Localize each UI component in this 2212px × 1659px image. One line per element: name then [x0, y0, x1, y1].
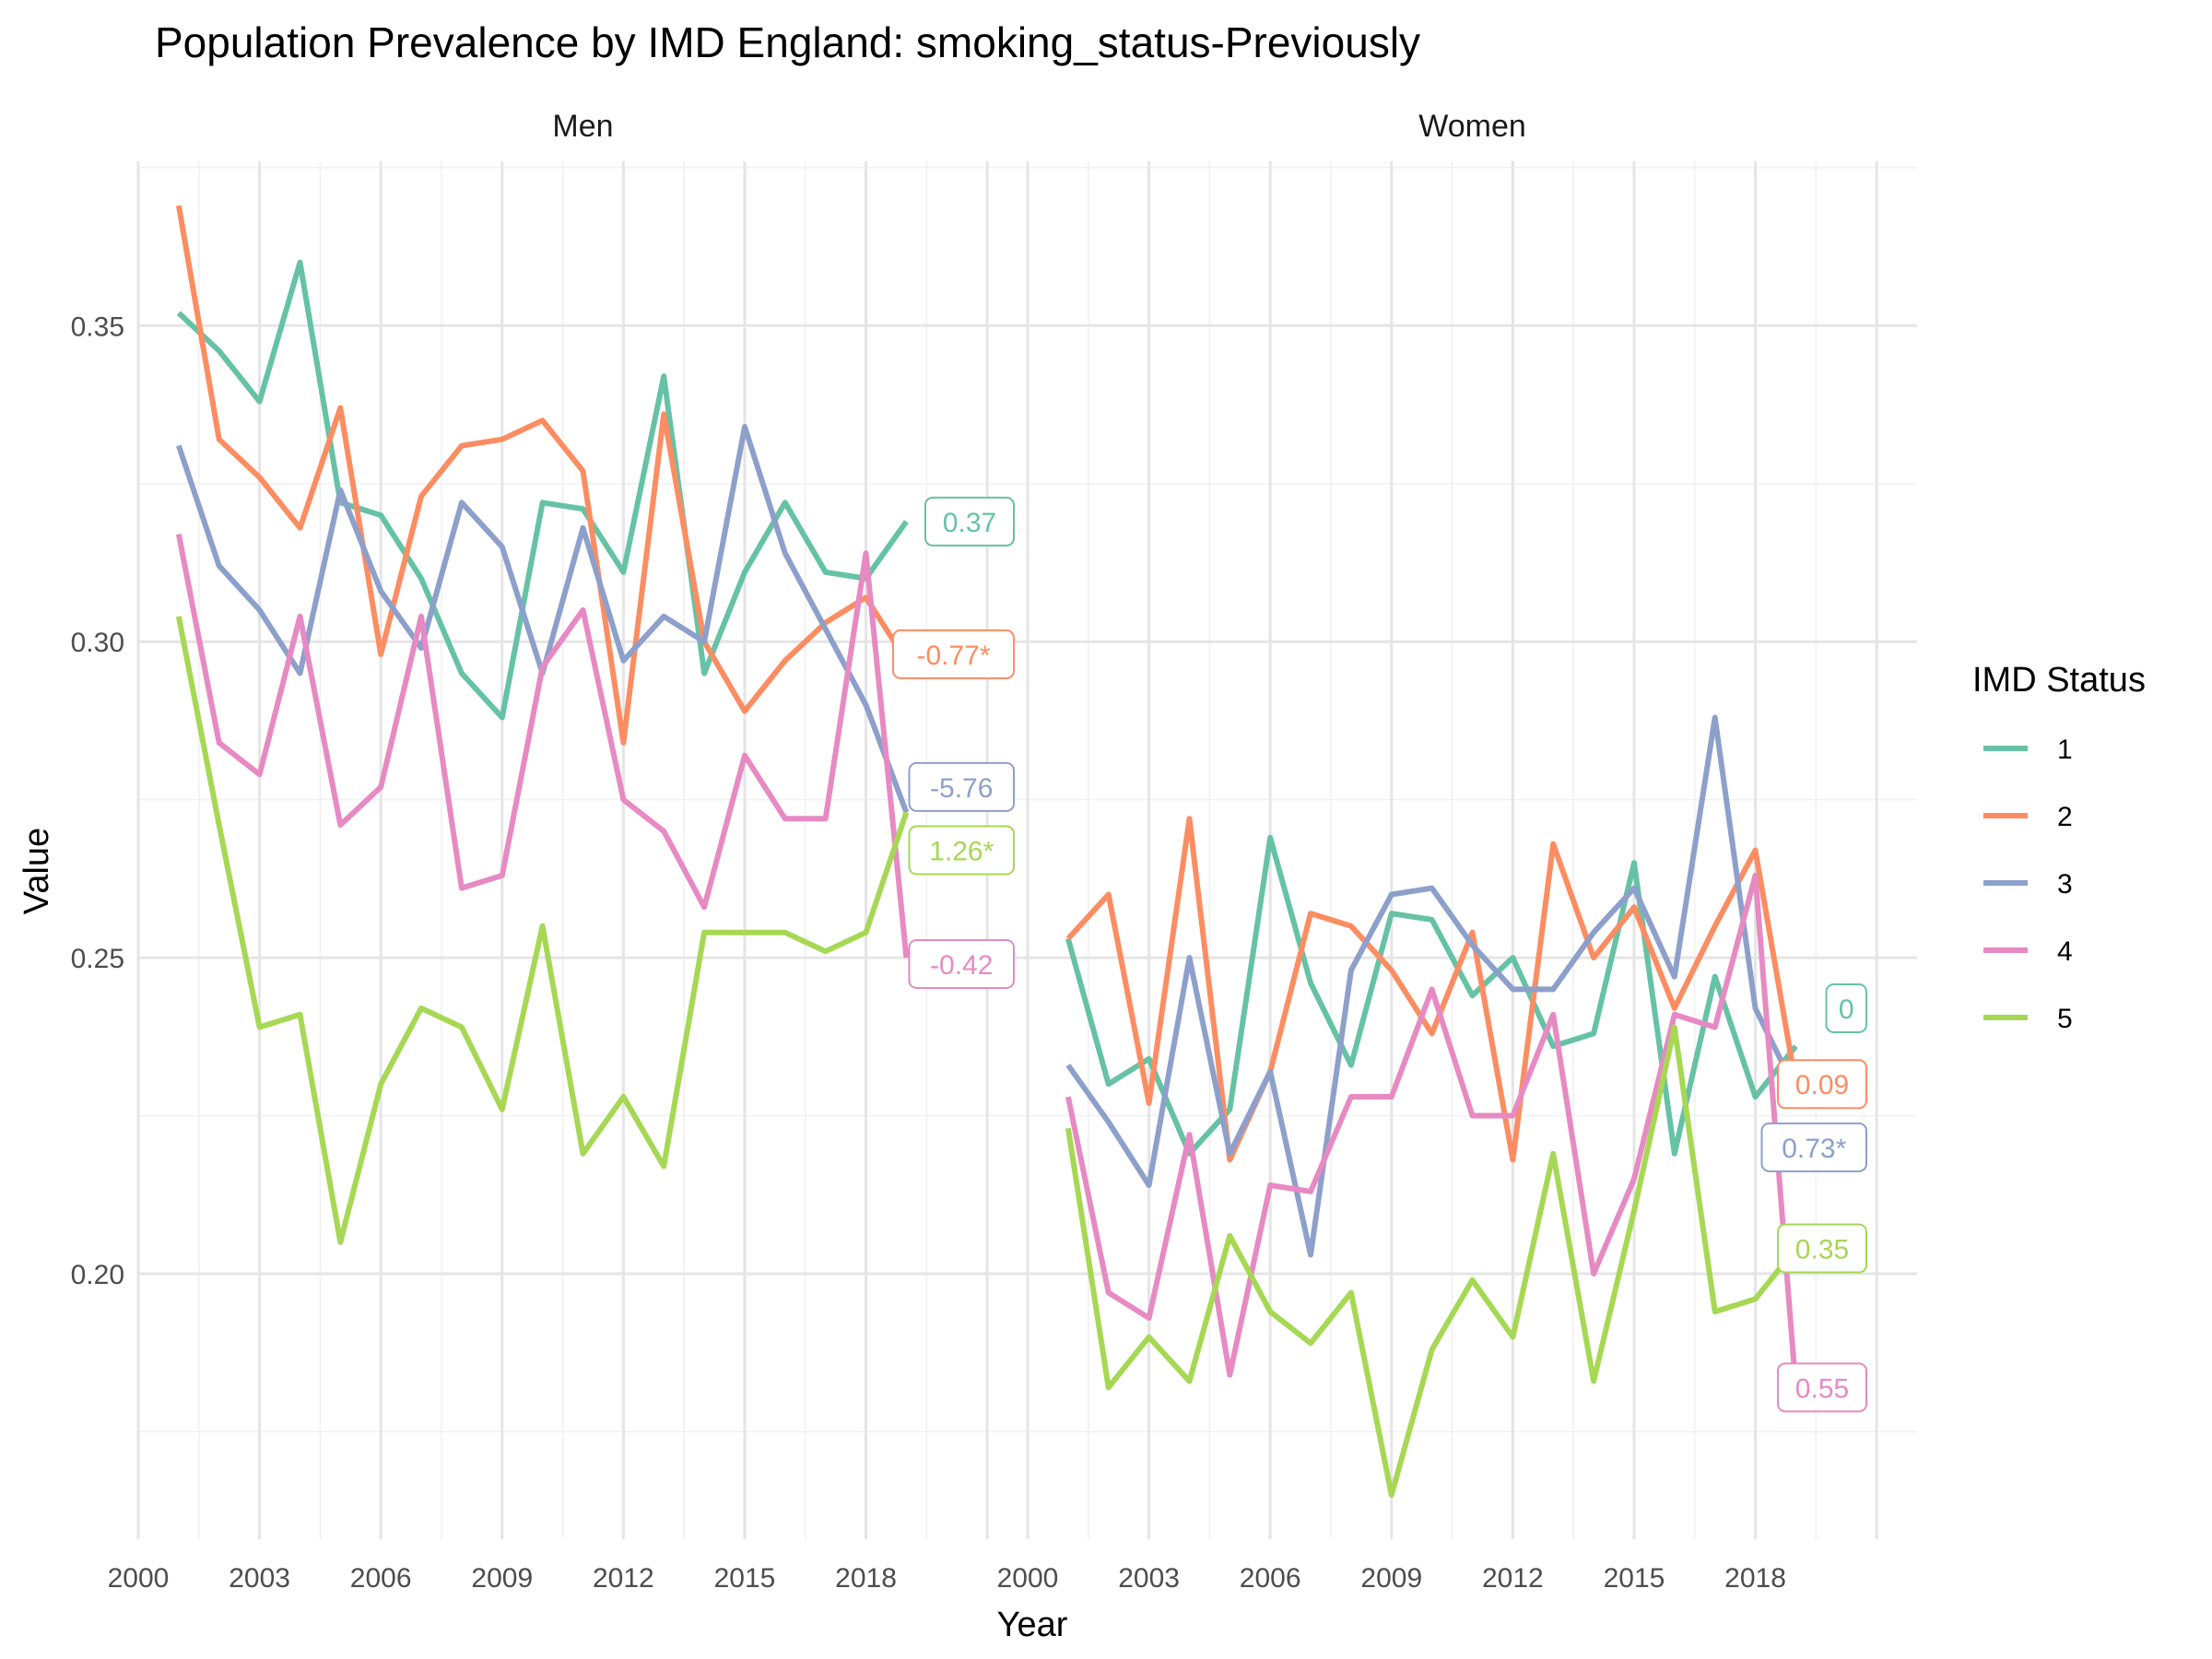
label-text: 1.26* — [929, 837, 994, 867]
x-tick-label: 2003 — [1118, 1563, 1180, 1594]
gridlines — [1026, 161, 1917, 1539]
series-line-imd-3 — [176, 424, 910, 814]
end-label-imd-5: 1.26* — [908, 825, 1015, 876]
end-label-imd-5: 0.35 — [1777, 1223, 1867, 1274]
end-label-imd-1: 0.37 — [924, 496, 1015, 547]
x-tick-label: 2000 — [997, 1563, 1059, 1594]
legend-label: 3 — [2057, 869, 2073, 900]
label-box — [908, 761, 1015, 812]
label-text: 0.37 — [943, 508, 996, 538]
panel-men: Men 2000 2003 2006 2009 2012 2015 2018 0.20 0.25 0… — [71, 109, 1028, 1594]
series-line-imd-2 — [1065, 816, 1799, 1163]
series-line-imd-5 — [175, 616, 910, 1245]
label-box — [1777, 1059, 1867, 1110]
label-text: 0.73* — [1782, 1134, 1846, 1164]
x-tick-label: 2015 — [1604, 1563, 1665, 1594]
label-box — [1777, 1362, 1867, 1413]
label-text: -0.77* — [916, 641, 990, 671]
y-tick-label: 0.20 — [71, 1260, 124, 1290]
x-tick-label: 2012 — [593, 1563, 654, 1594]
y-tick-label: 0.35 — [71, 312, 124, 342]
label-text: 0.55 — [1795, 1373, 1849, 1404]
end-label-imd-2: -0.77* — [892, 629, 1015, 679]
label-text: 0.35 — [1795, 1235, 1849, 1265]
legend-item-5: 5 — [1983, 1004, 2073, 1034]
x-tick-label: 2018 — [835, 1563, 897, 1594]
series-line-imd-1 — [1065, 834, 1798, 1157]
series-line-imd-1 — [176, 259, 909, 721]
end-label-imd-1: 0 — [1825, 982, 1867, 1033]
x-tick-label: 2018 — [1724, 1563, 1786, 1594]
x-tick-label: 2012 — [1482, 1563, 1544, 1594]
label-box — [908, 938, 1015, 989]
series-line-imd-4 — [1065, 872, 1799, 1388]
legend-title: IMD Status — [1972, 661, 2146, 700]
y-axis-label: Value — [18, 828, 56, 914]
legend-label: 4 — [2057, 936, 2073, 967]
label-text: -0.42 — [930, 950, 993, 981]
y-tick-label: 0.25 — [71, 944, 124, 974]
chart-title: Population Prevalence by IMD England: sm… — [155, 18, 1420, 66]
panel-women: Women 2000 2003 2006 2009 2012 2015 2018 0 0.09 0.… — [997, 109, 1917, 1594]
label-box — [908, 825, 1015, 876]
legend-item-2: 2 — [1983, 802, 2073, 832]
legend-item-3: 3 — [1983, 869, 2073, 900]
end-label-imd-4: -0.42 — [908, 938, 1015, 989]
series-line-imd-3 — [1065, 714, 1799, 1258]
label-box — [892, 629, 1015, 679]
x-tick-label: 2000 — [108, 1563, 170, 1594]
x-tick-label: 2009 — [471, 1563, 533, 1594]
x-tick-label: 2009 — [1360, 1563, 1422, 1594]
label-box — [924, 496, 1015, 547]
label-box — [1777, 1223, 1867, 1274]
plot-panels: Men 2000 2003 2006 2009 2012 2015 2018 0.20 0.25 0… — [71, 109, 1917, 1594]
legend-item-1: 1 — [1983, 735, 2073, 765]
legend-label: 1 — [2057, 735, 2073, 765]
facet-title: Men — [552, 109, 613, 144]
label-text: 0.09 — [1795, 1070, 1849, 1100]
series-line-imd-4 — [175, 534, 910, 959]
end-label-imd-3: -5.76 — [908, 761, 1015, 812]
y-tick-label: 0.30 — [71, 628, 124, 658]
end-label-imd-2: 0.09 — [1777, 1059, 1867, 1110]
facet-title: Women — [1418, 109, 1526, 144]
legend-item-4: 4 — [1983, 936, 2073, 967]
label-box — [1825, 982, 1867, 1033]
label-box — [1760, 1122, 1867, 1172]
end-label-imd-4: 0.55 — [1777, 1362, 1867, 1413]
x-tick-label: 2006 — [350, 1563, 412, 1594]
label-text: 0 — [1839, 994, 1854, 1025]
legend: IMD Status 1 2 3 4 5 — [1972, 661, 2146, 1034]
legend-label: 5 — [2057, 1004, 2073, 1034]
gridlines — [136, 161, 1028, 1539]
end-label-imd-3: 0.73* — [1760, 1122, 1867, 1172]
x-tick-label: 2015 — [714, 1563, 776, 1594]
series-line-imd-2 — [175, 205, 909, 746]
legend-label: 2 — [2057, 802, 2073, 832]
series-line-imd-5 — [1065, 1024, 1798, 1498]
x-tick-label: 2006 — [1240, 1563, 1301, 1594]
x-tick-label: 2003 — [229, 1563, 290, 1594]
label-text: -5.76 — [930, 773, 993, 804]
x-axis-label: Year — [997, 1606, 1068, 1644]
